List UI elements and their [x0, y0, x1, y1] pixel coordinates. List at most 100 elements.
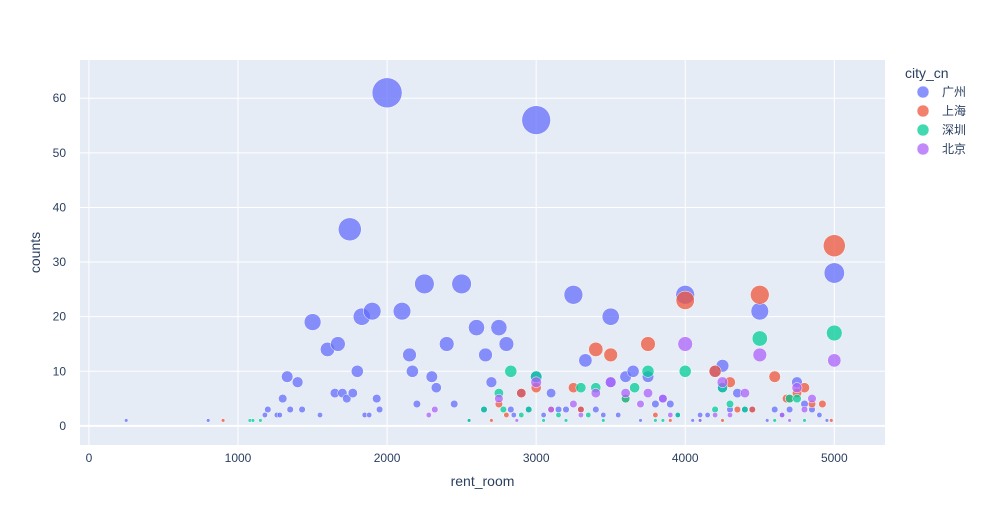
data-point[interactable]: [643, 388, 653, 399]
data-point[interactable]: [450, 399, 459, 409]
data-point[interactable]: [518, 412, 525, 418]
data-point[interactable]: [298, 405, 306, 414]
data-point[interactable]: [363, 302, 382, 321]
data-point[interactable]: [485, 376, 498, 388]
data-point[interactable]: [276, 412, 283, 418]
data-point[interactable]: [376, 405, 384, 414]
data-point[interactable]: [741, 405, 749, 414]
data-point[interactable]: [653, 418, 658, 423]
data-point[interactable]: [514, 418, 519, 423]
data-point[interactable]: [431, 405, 439, 414]
legend-item[interactable]: 北京: [916, 142, 966, 156]
data-point[interactable]: [264, 405, 272, 414]
data-point[interactable]: [658, 394, 668, 404]
data-point[interactable]: [588, 341, 604, 357]
data-point[interactable]: [541, 418, 546, 423]
data-point[interactable]: [666, 399, 675, 409]
data-point[interactable]: [371, 77, 403, 109]
data-point[interactable]: [592, 405, 600, 414]
data-point[interactable]: [372, 394, 382, 404]
data-point[interactable]: [577, 412, 584, 418]
data-point[interactable]: [667, 412, 674, 418]
data-point[interactable]: [660, 418, 666, 423]
data-point[interactable]: [507, 405, 515, 414]
data-point[interactable]: [704, 412, 711, 418]
data-point[interactable]: [708, 364, 722, 378]
data-point[interactable]: [569, 399, 578, 409]
data-point[interactable]: [585, 412, 592, 418]
data-point[interactable]: [750, 302, 769, 321]
data-point[interactable]: [748, 405, 756, 414]
data-point[interactable]: [546, 388, 557, 399]
data-point[interactable]: [220, 418, 226, 423]
data-point[interactable]: [603, 347, 618, 363]
data-point[interactable]: [540, 412, 547, 418]
data-point[interactable]: [490, 319, 508, 336]
data-point[interactable]: [716, 376, 729, 388]
data-point[interactable]: [800, 405, 809, 414]
data-point[interactable]: [281, 370, 294, 383]
data-point[interactable]: [366, 412, 373, 418]
data-point[interactable]: [615, 412, 622, 418]
data-point[interactable]: [771, 405, 779, 414]
data-point[interactable]: [530, 376, 542, 388]
data-point[interactable]: [342, 394, 352, 404]
data-point[interactable]: [751, 330, 768, 347]
data-point[interactable]: [577, 405, 585, 414]
data-point[interactable]: [278, 394, 288, 404]
data-point[interactable]: [601, 307, 620, 326]
data-point[interactable]: [600, 412, 607, 418]
data-point[interactable]: [725, 399, 735, 409]
data-point[interactable]: [636, 399, 645, 409]
legend-item[interactable]: 深圳: [916, 123, 966, 137]
data-point[interactable]: [402, 347, 417, 363]
data-point[interactable]: [563, 418, 569, 423]
data-point[interactable]: [802, 418, 807, 423]
data-point[interactable]: [638, 418, 643, 423]
data-point[interactable]: [786, 405, 794, 414]
data-point[interactable]: [816, 412, 823, 418]
data-point[interactable]: [668, 418, 673, 423]
data-point[interactable]: [765, 418, 770, 423]
data-point[interactable]: [261, 412, 268, 418]
data-point[interactable]: [291, 376, 304, 388]
data-point[interactable]: [563, 285, 584, 305]
data-point[interactable]: [562, 405, 570, 414]
data-point[interactable]: [350, 364, 364, 378]
data-point[interactable]: [425, 370, 438, 383]
data-point[interactable]: [489, 418, 494, 423]
data-point[interactable]: [525, 405, 533, 414]
data-point[interactable]: [494, 394, 504, 404]
data-point[interactable]: [124, 418, 129, 423]
data-point[interactable]: [303, 313, 322, 331]
data-point[interactable]: [468, 319, 485, 336]
data-point[interactable]: [480, 405, 488, 414]
data-point[interactable]: [739, 388, 750, 399]
data-point[interactable]: [826, 324, 843, 342]
data-point[interactable]: [640, 336, 656, 352]
data-point[interactable]: [629, 382, 640, 394]
data-point[interactable]: [516, 388, 527, 399]
data-point[interactable]: [711, 405, 719, 414]
data-point[interactable]: [412, 399, 421, 409]
data-point[interactable]: [690, 418, 695, 423]
data-point[interactable]: [498, 336, 515, 352]
data-point[interactable]: [578, 353, 593, 368]
data-point[interactable]: [555, 412, 562, 418]
data-point[interactable]: [772, 418, 777, 423]
data-point[interactable]: [779, 412, 786, 418]
data-point[interactable]: [347, 388, 358, 399]
data-point[interactable]: [651, 399, 660, 409]
data-point[interactable]: [620, 388, 631, 399]
data-point[interactable]: [521, 105, 551, 135]
data-point[interactable]: [787, 418, 792, 423]
data-point[interactable]: [258, 418, 263, 423]
data-point[interactable]: [451, 273, 472, 294]
data-point[interactable]: [750, 285, 770, 305]
data-point[interactable]: [678, 364, 692, 378]
data-point[interactable]: [641, 364, 655, 378]
data-point[interactable]: [590, 388, 601, 399]
data-point[interactable]: [768, 370, 781, 383]
data-point[interactable]: [601, 418, 606, 423]
